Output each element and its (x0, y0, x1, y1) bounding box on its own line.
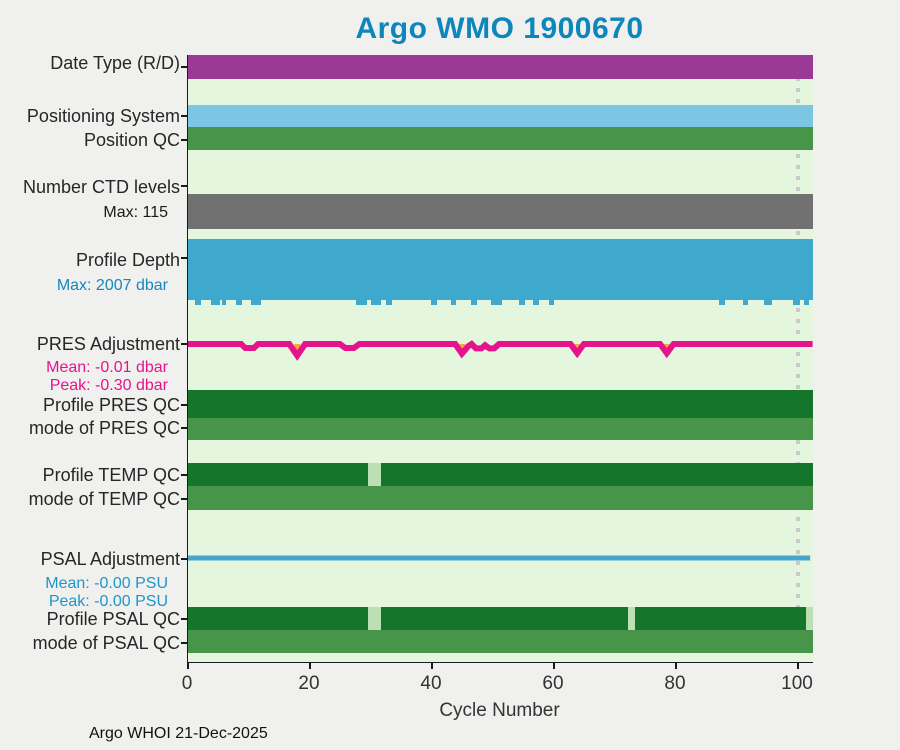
row-label-pres-mean: Mean: -0.01 dbar (46, 359, 168, 376)
row-label-psal-peak: Peak: -0.00 PSU (48, 593, 168, 610)
x-tick-label-20: 20 (298, 673, 320, 694)
y-tick-positioning-system (181, 115, 187, 117)
y-tick-psal-adjustment (181, 558, 187, 560)
depth-tooth-7 (386, 300, 392, 305)
depth-tooth-3 (236, 300, 242, 305)
y-tick-number-ctd-levels (181, 185, 187, 187)
y-tick-mode-psal-qc (181, 642, 187, 644)
pres-dip-marker-1 (458, 344, 465, 352)
mode-pres-qc-bar (188, 418, 813, 440)
row-label-date-type: Date Type (R/D) (50, 53, 180, 73)
row-label-psal-mean: Mean: -0.00 PSU (45, 575, 168, 592)
depth-tooth-16 (743, 300, 748, 305)
x-tick-label-80: 80 (664, 673, 686, 694)
y-tick-profile-psal-qc (181, 618, 187, 620)
row-label-positioning-system: Positioning System (26, 106, 180, 126)
x-tick-label-40: 40 (420, 673, 442, 694)
positioning-system-bar (188, 105, 813, 127)
pres-dip-marker-2 (574, 344, 581, 352)
x-tick-80 (675, 663, 677, 669)
y-tick-position-qc (181, 139, 187, 141)
x-tick-60 (553, 663, 555, 669)
depth-tooth-11 (491, 300, 502, 305)
x-tick-label-60: 60 (542, 673, 564, 694)
x-tick-40 (431, 663, 433, 669)
depth-tooth-18 (793, 300, 800, 305)
row-label-position-qc: Position QC (83, 130, 180, 150)
y-tick-mode-pres-qc (181, 427, 187, 429)
y-tick-date-type (181, 66, 187, 68)
x-axis-title: Cycle Number (439, 700, 560, 721)
depth-tooth-5 (355, 300, 367, 305)
row-label-profile-temp-qc: Profile TEMP QC (42, 465, 180, 485)
x-tick-20 (309, 663, 311, 669)
adjustment-lines-layer (188, 340, 813, 561)
ctd-levels-bar (188, 194, 813, 229)
profile-psal-qc-bar-gap-2 (805, 607, 813, 630)
depth-tooth-15 (718, 300, 725, 305)
depth-tooth-2 (221, 300, 227, 305)
profile-depth-bar (188, 239, 813, 300)
plot-area (187, 55, 813, 663)
x-tick-label-0: 0 (181, 673, 193, 694)
y-tick-pres-adjustment (181, 343, 187, 345)
mode-psal-qc-bar (188, 630, 813, 653)
row-label-mode-temp-qc: mode of TEMP QC (28, 489, 180, 509)
depth-tooth-1 (211, 300, 220, 305)
profile-temp-qc-bar-gap-0 (367, 463, 381, 486)
profile-temp-qc-bar (188, 463, 813, 486)
depth-tooth-13 (533, 300, 540, 305)
chart-title: Argo WMO 1900670 (355, 12, 644, 45)
row-label-profile-psal-qc: Profile PSAL QC (46, 609, 180, 629)
x-tick-0 (187, 663, 189, 669)
pres-adjustment-line (188, 340, 813, 361)
row-label-profile-depth: Profile Depth (75, 250, 180, 270)
row-label-pres-adjustment: PRES Adjustment (36, 334, 180, 354)
profile-pres-qc-bar (188, 390, 813, 418)
y-tick-profile-depth (181, 257, 187, 259)
attribution-text: Argo WHOI 21-Dec-2025 (89, 725, 268, 742)
date-type-bar (188, 55, 813, 79)
row-label-psal-adjustment: PSAL Adjustment (40, 549, 180, 569)
depth-tooth-14 (548, 300, 554, 305)
y-tick-mode-temp-qc (181, 498, 187, 500)
depth-tooth-6 (371, 300, 382, 305)
pres-dip-marker-3 (663, 344, 670, 352)
depth-tooth-9 (450, 300, 457, 305)
x-tick-label-100: 100 (781, 673, 813, 694)
x-tick-100 (797, 663, 799, 669)
y-tick-profile-pres-qc (181, 404, 187, 406)
row-label-number-ctd-levels: Number CTD levels (22, 177, 180, 197)
position-qc-bar (188, 127, 813, 150)
profile-psal-qc-bar (188, 607, 813, 630)
row-label-pres-peak: Peak: -0.30 dbar (49, 377, 168, 394)
depth-tooth-0 (195, 300, 202, 305)
latest-cycle-marker-line (796, 77, 800, 654)
depth-tooth-8 (430, 300, 437, 305)
profile-psal-qc-bar-gap-1 (628, 607, 636, 630)
depth-tooth-12 (518, 300, 525, 305)
pres-dip-marker-0 (294, 344, 301, 352)
mode-temp-qc-bar (188, 486, 813, 510)
depth-tooth-19 (804, 300, 809, 305)
y-tick-profile-temp-qc (181, 474, 187, 476)
row-label-ctd-max: Max: 115 (103, 204, 168, 221)
row-label-mode-pres-qc: mode of PRES QC (28, 418, 180, 438)
row-label-mode-psal-qc: mode of PSAL QC (32, 633, 180, 653)
profile-psal-qc-bar-gap-0 (367, 607, 381, 630)
row-label-profile-pres-qc: Profile PRES QC (42, 395, 180, 415)
depth-tooth-17 (763, 300, 772, 305)
depth-tooth-4 (250, 300, 262, 305)
depth-tooth-10 (471, 300, 477, 305)
row-label-depth-max: Max: 2007 dbar (56, 277, 168, 294)
